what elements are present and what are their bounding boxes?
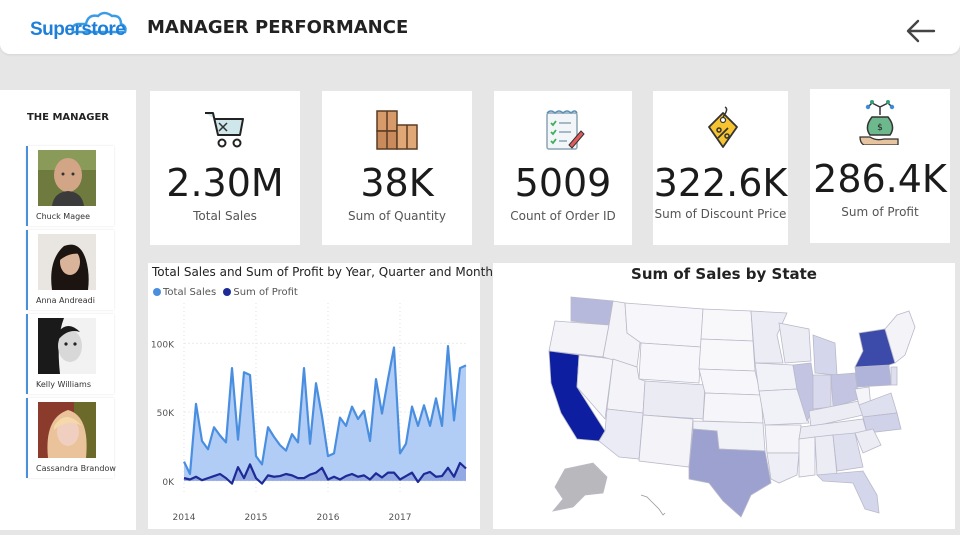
state-nevada <box>576 354 614 420</box>
state-north-carolina <box>862 412 902 434</box>
sales-profit-chart-panel: Total Sales and Sum of Profit by Year, Q… <box>148 263 493 529</box>
map-title: Sum of Sales by State <box>631 265 817 283</box>
chart-title: Total Sales and Sum of Profit by Year, Q… <box>152 265 493 279</box>
state-nebraska <box>698 368 762 396</box>
manager-photo-icon <box>38 234 96 290</box>
manager-panel: THE MANAGER Chuck Magee Anna Andreadi Ke… <box>0 90 136 530</box>
header-bar: Superstore MANAGER PERFORMANCE <box>0 0 960 54</box>
state-south-carolina <box>854 428 882 454</box>
kpi-label: Sum of Discount Price <box>654 207 787 221</box>
x-tick-label: 2017 <box>389 513 412 523</box>
total-sales-line <box>183 345 467 476</box>
manager-name: Anna Andreadi <box>36 296 95 305</box>
state-kansas <box>702 392 764 424</box>
chart-legend: Total Sales Sum of Profit <box>153 287 302 298</box>
state-montana <box>624 302 704 348</box>
sales-by-state-map-panel: Sum of Sales by State <box>493 263 955 529</box>
manager-card-anna[interactable]: Anna Andreadi <box>26 230 114 310</box>
state-louisiana <box>766 452 800 484</box>
logo-text: Superstore <box>30 19 126 40</box>
state-michigan <box>812 334 838 376</box>
boxes-icon <box>376 110 418 150</box>
x-tick-label: 2015 <box>245 513 268 523</box>
manager-name: Cassandra Brandow <box>36 464 116 473</box>
manager-panel-title: THE MANAGER <box>26 112 110 123</box>
state-oregon <box>548 320 610 358</box>
state-colorado <box>642 380 706 420</box>
area-chart[interactable]: 100K 50K 0K 2014 2015 2016 2017 <box>148 263 480 529</box>
kpi-label: Count of Order ID <box>510 209 616 223</box>
kpi-card-profit: $ 286.4K Sum of Profit <box>810 89 950 243</box>
kpi-value: 286.4K <box>813 157 947 201</box>
state-minnesota <box>750 310 788 364</box>
state-missouri <box>758 388 810 426</box>
y-tick-label: 50K <box>157 409 175 419</box>
kpi-value: 38K <box>360 161 434 205</box>
state-north-dakota <box>700 308 754 342</box>
kpi-value: 2.30M <box>166 161 284 205</box>
legend-item-profit[interactable]: Sum of Profit <box>223 287 298 298</box>
state-new-england <box>884 310 916 364</box>
kpi-label: Total Sales <box>193 209 257 223</box>
shopping-cart-icon <box>205 112 244 148</box>
superstore-logo <box>71 11 127 34</box>
profit-line <box>183 461 467 485</box>
kpi-label: Sum of Quantity <box>348 209 446 223</box>
state-florida <box>816 470 880 514</box>
state-new-jersey <box>890 366 898 386</box>
x-tick-label: 2016 <box>317 513 340 523</box>
us-choropleth-map[interactable] <box>493 263 955 529</box>
state-alaska <box>551 462 608 512</box>
manager-card-kelly[interactable]: Kelly Williams <box>26 314 114 394</box>
state-texas <box>688 428 772 518</box>
manager-name: Chuck Magee <box>36 212 91 221</box>
state-south-dakota <box>698 338 756 372</box>
x-tick-label: 2014 <box>173 513 196 523</box>
state-pennsylvania <box>854 364 892 388</box>
manager-name: Kelly Williams <box>36 380 91 389</box>
total-sales-area <box>184 346 466 481</box>
manager-card-chuck[interactable]: Chuck Magee <box>26 146 114 226</box>
clipboard-checklist-icon <box>546 110 585 150</box>
kpi-card-orders: 5009 Count of Order ID <box>494 91 632 245</box>
page-title: MANAGER PERFORMANCE <box>147 17 409 38</box>
state-wyoming <box>638 342 702 384</box>
kpi-card-total-sales: 2.30M Total Sales <box>150 91 300 245</box>
state-wisconsin <box>778 322 812 364</box>
legend-item-total-sales[interactable]: Total Sales <box>153 287 216 298</box>
manager-photo-icon <box>38 150 96 206</box>
manager-photo-icon <box>38 402 96 458</box>
state-iowa <box>754 362 798 392</box>
manager-photo-icon <box>38 318 96 374</box>
kpi-value: 322.6K <box>653 161 788 205</box>
kpi-card-discount: 322.6K Sum of Discount Price <box>653 91 788 245</box>
kpi-label: Sum of Profit <box>841 205 919 219</box>
state-georgia <box>832 432 864 472</box>
money-bag-icon: $ <box>859 100 899 145</box>
dollar-sign-icon: $ <box>877 123 883 133</box>
state-indiana <box>812 374 832 410</box>
discount-tag-icon <box>707 106 738 148</box>
manager-card-cassandra[interactable]: Cassandra Brandow <box>26 398 116 478</box>
kpi-card-quantity: 38K Sum of Quantity <box>322 91 472 245</box>
y-tick-label: 100K <box>151 340 175 350</box>
back-arrow-icon[interactable] <box>904 17 938 45</box>
y-tick-label: 0K <box>162 478 175 488</box>
state-hawaii <box>640 494 666 516</box>
state-arkansas <box>764 424 802 454</box>
state-new-mexico <box>638 414 694 468</box>
state-washington <box>570 296 614 326</box>
kpi-value: 5009 <box>514 161 612 205</box>
state-mississippi <box>798 436 816 478</box>
profit-area <box>184 463 466 484</box>
